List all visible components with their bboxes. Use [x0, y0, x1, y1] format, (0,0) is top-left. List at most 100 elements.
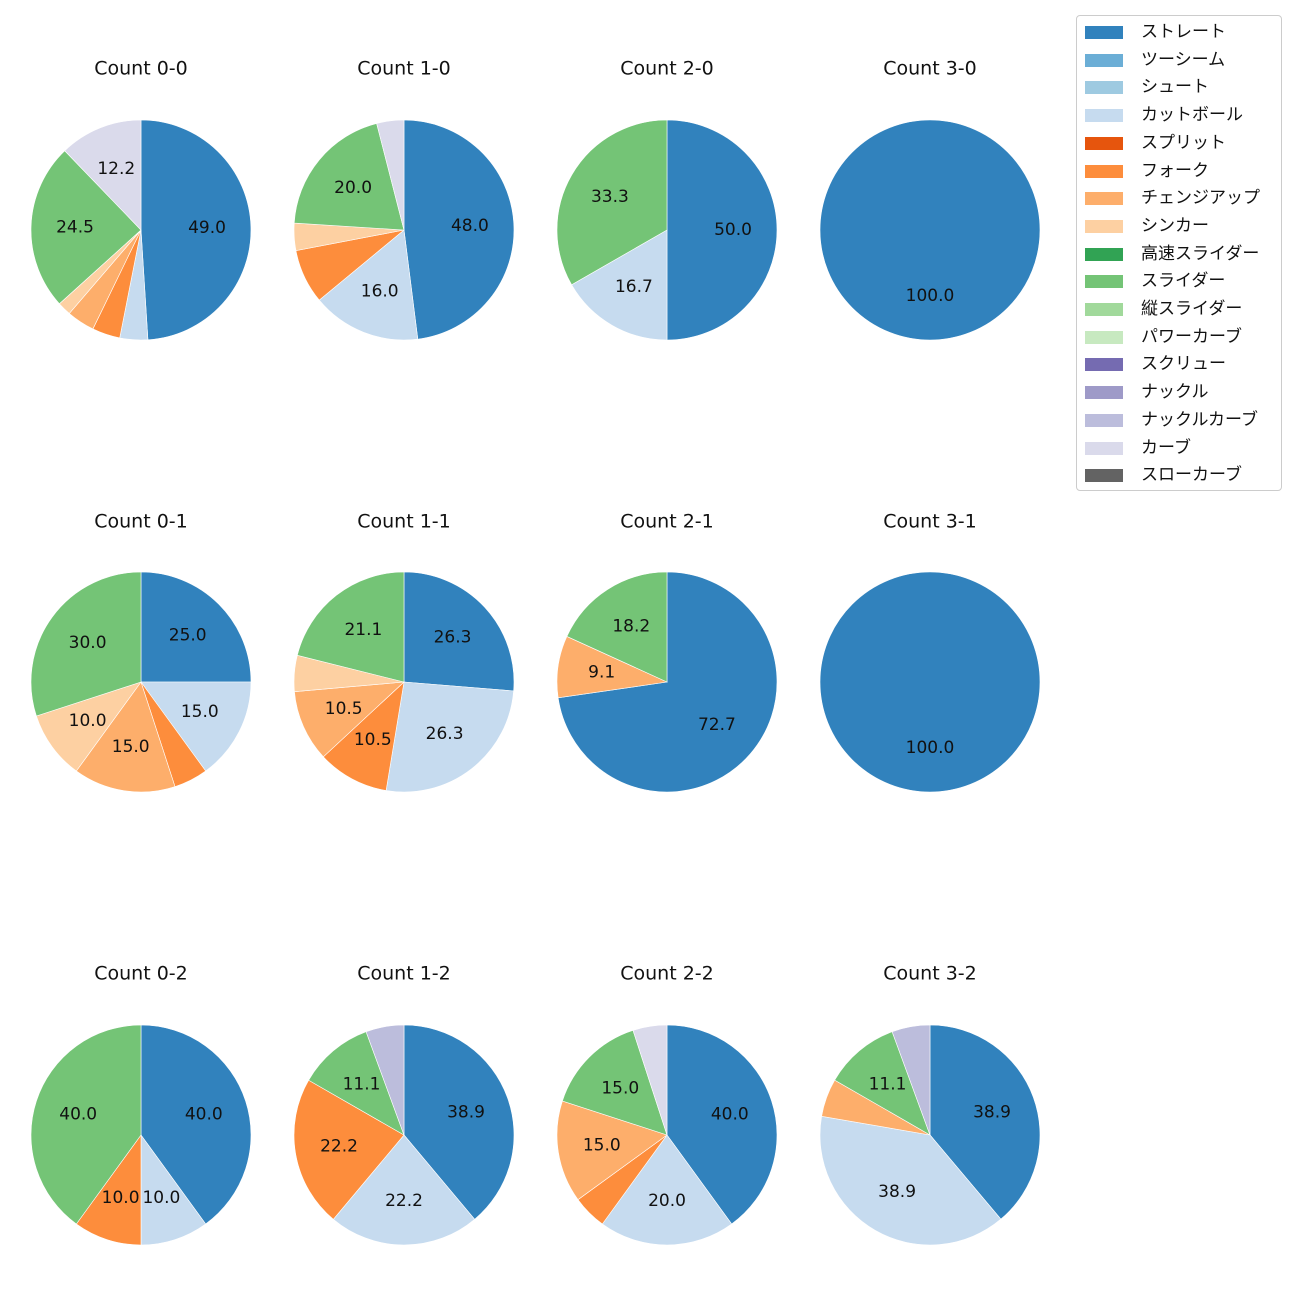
legend-swatch [1085, 386, 1123, 400]
legend: ストレート ツーシーム シュート カットボール スプリット フォーク チェンジアップ シンカー… [1076, 15, 1282, 491]
pie-slice [30, 150, 142, 305]
legend-swatch [1085, 53, 1123, 67]
legend-item: スプリット [1077, 131, 1283, 155]
pie-slice [332, 1134, 476, 1246]
pie-slice [322, 681, 405, 791]
pie-title: Count 0-2 [94, 963, 188, 985]
legend-item: パワーカーブ [1077, 325, 1283, 349]
slice-label: 50.0 [714, 220, 752, 240]
pie-slice [140, 681, 252, 772]
pie-slice [403, 119, 515, 340]
slice-label: 18.2 [612, 617, 650, 637]
slice-label: 40.0 [185, 1105, 223, 1125]
slice-label: 11.1 [343, 1075, 381, 1095]
slice-label: 12.2 [97, 159, 135, 179]
pie-slice [308, 1031, 405, 1136]
pie-slice [140, 1024, 252, 1225]
pie-title: Count 1-0 [357, 58, 451, 80]
slice-label: 20.0 [334, 178, 372, 198]
slice-label: 16.0 [361, 281, 399, 301]
legend-swatch [1085, 247, 1123, 261]
legend-label: シンカー [1141, 215, 1209, 236]
pie-title: Count 2-1 [620, 511, 714, 533]
legend-item: カーブ [1077, 436, 1283, 460]
legend-label: スプリット [1141, 132, 1226, 153]
legend-label: パワーカーブ [1141, 326, 1242, 347]
pie-slice [403, 1024, 515, 1220]
legend-item: シュート [1077, 75, 1283, 99]
slice-label: 72.7 [698, 715, 736, 735]
pie-title: Count 3-2 [883, 963, 977, 985]
pie-slice [819, 571, 1041, 793]
pie-slice [140, 571, 252, 683]
legend-item: スローカーブ [1077, 463, 1283, 487]
legend-item: ストレート [1077, 20, 1283, 44]
pie-slice [30, 571, 142, 717]
slice-label: 10.0 [69, 711, 107, 731]
slice-label: 10.0 [102, 1188, 140, 1208]
pie-title: Count 2-0 [620, 58, 714, 80]
pie-chart: Count 2-1 72.7 9.1 18.2 [556, 511, 778, 793]
slice-label: 10.5 [325, 699, 363, 719]
slice-label: 26.3 [434, 627, 472, 647]
legend-label: ストレート [1141, 22, 1226, 42]
legend-swatch [1085, 358, 1123, 372]
legend-item: ナックル [1077, 380, 1283, 404]
legend-item: スクリュー [1077, 352, 1283, 376]
pie-title: Count 2-2 [620, 963, 714, 985]
pie-slice [556, 1100, 668, 1201]
legend-label: スライダー [1141, 271, 1226, 292]
pie-slice [385, 681, 514, 793]
legend-label: スクリュー [1141, 354, 1226, 375]
legend-item: カットボール [1077, 103, 1283, 127]
legend-swatch [1085, 330, 1123, 344]
pie-slice [365, 1024, 405, 1136]
pie-slice [891, 1024, 931, 1136]
legend-swatch [1085, 275, 1123, 289]
slice-label: 38.9 [878, 1182, 916, 1202]
legend-swatch [1085, 164, 1123, 178]
slice-label: 15.0 [181, 702, 219, 722]
slice-label: 15.0 [601, 1078, 639, 1098]
slice-label: 26.3 [426, 724, 464, 744]
legend-label: 高速スライダー [1141, 243, 1260, 264]
legend-label: チェンジアップ [1141, 188, 1260, 209]
slice-label: 15.0 [583, 1135, 621, 1155]
pie-chart: Count 3-1 100.0 [819, 511, 1041, 793]
pie-title: Count 1-1 [357, 511, 451, 533]
slice-label: 100.0 [906, 738, 955, 758]
legend-item: 縦スライダー [1077, 297, 1283, 321]
legend-label: カーブ [1141, 437, 1191, 458]
pie-title: Count 0-0 [94, 58, 188, 80]
pie-slice [556, 119, 668, 286]
legend-swatch [1085, 109, 1123, 123]
pie-slice [562, 1030, 668, 1136]
pie-slice [294, 681, 405, 758]
pie-slice [75, 681, 176, 793]
legend-swatch [1085, 441, 1123, 455]
pie-slice [296, 571, 405, 683]
pie-chart: Count 0-0 49.0 24.5 12.2 [30, 58, 252, 341]
legend-item: スライダー [1077, 269, 1283, 293]
legend-label: ツーシーム [1141, 49, 1226, 70]
slice-label: 10.0 [142, 1188, 180, 1208]
pie-chart: Count 0-2 40.0 10.010.0 40.0 [30, 963, 252, 1246]
slice-label: 38.9 [447, 1102, 485, 1122]
pie-chart: Count 1-0 48.0 16.0 20.0 [293, 58, 515, 341]
pie-chart: Count 3-2 38.9 38.9 11.1 [819, 963, 1041, 1246]
legend-label: カットボール [1141, 105, 1243, 126]
slice-label: 49.0 [188, 218, 226, 238]
slice-label: 16.7 [615, 277, 653, 297]
legend-label: ナックル [1141, 382, 1209, 403]
legend-swatch [1085, 192, 1123, 206]
pie-slice [571, 229, 668, 341]
pie-chart: Count 1-1 26.3 26.3 10.5 10.5 21.1 [293, 511, 515, 793]
pie-title: Count 3-0 [883, 58, 977, 80]
legend-item: チェンジアップ [1077, 186, 1283, 210]
pie-slice [929, 1024, 1041, 1220]
pie-chart: Count 2-2 40.0 20.0 15.0 15.0 [556, 963, 778, 1246]
legend-item: ナックルカーブ [1077, 408, 1283, 432]
slice-label: 40.0 [711, 1105, 749, 1125]
legend-label: 縦スライダー [1141, 299, 1243, 319]
